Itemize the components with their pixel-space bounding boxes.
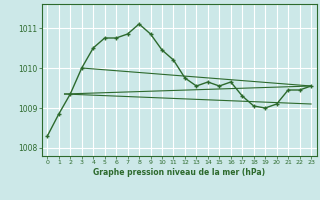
X-axis label: Graphe pression niveau de la mer (hPa): Graphe pression niveau de la mer (hPa)	[93, 168, 265, 177]
